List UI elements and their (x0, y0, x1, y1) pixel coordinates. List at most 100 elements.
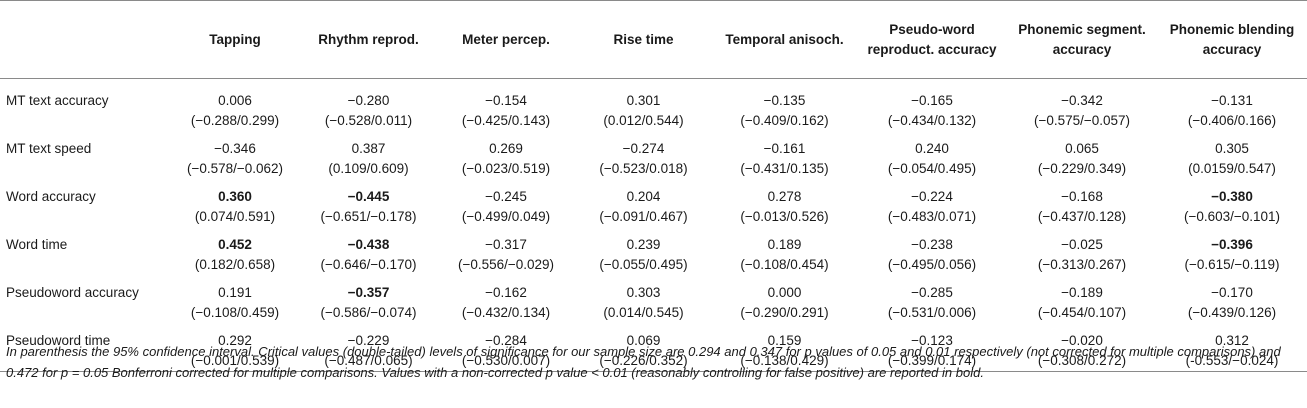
confidence-interval: (−0.434/0.132) (887, 113, 977, 128)
correlation-value: −0.284 (485, 333, 527, 348)
correlation-value: −0.168 (1061, 189, 1103, 204)
correlation-value: −0.357 (347, 285, 390, 300)
row-label: Word accuracy (6, 189, 96, 204)
column-header: Temporal anisoch. (712, 0, 857, 79)
correlation-value: 0.000 (767, 285, 802, 300)
correlation-value: 0.301 (626, 93, 661, 108)
correlation-table: Tapping Rhythm reprod. Meter percep. Rise t… (0, 0, 1307, 372)
confidence-interval: (−0.499/0.049) (461, 209, 551, 224)
correlation-value: −0.123 (911, 333, 953, 348)
correlation-value: −0.161 (763, 141, 806, 156)
confidence-interval: (−0.001/0.539) (190, 353, 280, 368)
correlation-value: 0.191 (218, 285, 252, 300)
table-cell: 0.305 (0.0159/0.547) (1157, 131, 1307, 179)
row-label: MT text speed (6, 141, 92, 156)
table-row: Word time 0.452 (0.182/0.658) −0.438 (−0.646… (0, 227, 1307, 275)
correlation-value: −0.020 (1061, 333, 1103, 348)
confidence-interval: (−0.530/0.007) (461, 353, 551, 368)
confidence-interval: (−0.399/0.174) (887, 353, 977, 368)
correlation-value: −0.285 (911, 285, 953, 300)
confidence-interval: (0.014/0.545) (603, 305, 684, 320)
table-cell: 0.292 (−0.001/0.539) (170, 323, 300, 372)
correlation-value: 0.006 (218, 93, 252, 108)
table-cell: −0.285 (−0.531/0.006) (857, 275, 1007, 323)
row-label: Pseudoword time (0, 323, 170, 372)
table-cell: −0.135 (−0.409/0.162) (712, 79, 857, 132)
table-cell: 0.452 (0.182/0.658) (170, 227, 300, 275)
table-cell: 0.239 (−0.055/0.495) (575, 227, 712, 275)
table-body: MT text accuracy 0.006 (−0.288/0.299) −0.28… (0, 79, 1307, 372)
table-cell: −0.357 (−0.586/−0.074) (300, 275, 437, 323)
table-cell: 0.159 (−0.138/0.429) (712, 323, 857, 372)
table-cell: −0.170 (−0.439/0.126) (1157, 275, 1307, 323)
correlation-value: −0.396 (1211, 237, 1253, 252)
confidence-interval: (−0.487/0.065) (324, 353, 413, 368)
correlation-value: 0.069 (626, 333, 661, 348)
table-header: Tapping Rhythm reprod. Meter percep. Rise t… (0, 0, 1307, 79)
correlation-value: 0.269 (489, 141, 523, 156)
table-cell: −0.238 (−0.495/0.056) (857, 227, 1007, 275)
table-cell: −0.380 (−0.603/−0.101) (1157, 179, 1307, 227)
row-label: Word time (6, 237, 68, 252)
table-cell: −0.161 (−0.431/0.135) (712, 131, 857, 179)
confidence-interval: (−0.226/0.352) (599, 353, 688, 368)
confidence-interval: (−0.409/0.162) (740, 113, 829, 128)
header-cell-blank (0, 0, 170, 79)
column-header: Meter percep. (437, 0, 575, 79)
table-cell: 0.269 (−0.023/0.519) (437, 131, 575, 179)
table-cell: 0.006 (−0.288/0.299) (170, 79, 300, 132)
confidence-interval: (0.182/0.658) (194, 257, 276, 272)
table-cell: −0.342 (−0.575/−0.057) (1007, 79, 1157, 132)
table-cell: −0.245 (−0.499/0.049) (437, 179, 575, 227)
table-row: MT text accuracy 0.006 (−0.288/0.299) −0.28… (0, 79, 1307, 132)
table-cell: −0.162 (−0.432/0.134) (437, 275, 575, 323)
correlation-value: −0.380 (1211, 189, 1253, 204)
correlation-value: 0.303 (626, 285, 661, 300)
confidence-interval: (−0.437/0.128) (1037, 209, 1127, 224)
confidence-interval: (0.012/0.544) (603, 113, 684, 128)
table-cell: 0.240 (−0.054/0.495) (857, 131, 1007, 179)
correlation-value: −0.131 (1211, 93, 1253, 108)
column-header: Phonemic blending accuracy (1157, 0, 1307, 79)
confidence-interval: (−0.406/0.166) (1187, 113, 1277, 128)
correlation-value: −0.162 (485, 285, 527, 300)
confidence-interval: (−0.108/0.454) (740, 257, 829, 272)
correlation-value: −0.346 (214, 141, 256, 156)
confidence-interval: (−0.495/0.056) (887, 257, 977, 272)
confidence-interval: (−0.108/0.459) (190, 305, 280, 320)
table-cell: −0.346 (−0.578/−0.062) (170, 131, 300, 179)
table-footnote: In parenthesis the 95% confidence interv… (6, 344, 1281, 380)
correlation-value: −0.135 (763, 93, 806, 108)
table-cell: −0.274 (−0.523/0.018) (575, 131, 712, 179)
confidence-interval: (−0.483/0.071) (887, 209, 977, 224)
correlation-value: −0.224 (911, 189, 953, 204)
column-header: Tapping (170, 0, 300, 79)
confidence-interval: (−0.578/−0.062) (186, 161, 284, 176)
confidence-interval: (−0.531/0.006) (887, 305, 977, 320)
table-cell: −0.280 (−0.528/0.011) (300, 79, 437, 132)
table-cell: −0.154 (−0.425/0.143) (437, 79, 575, 132)
table-cell: −0.284 (−0.530/0.007) (437, 323, 575, 372)
correlation-value: −0.317 (485, 237, 527, 252)
table-cell: 0.191 (−0.108/0.459) (170, 275, 300, 323)
table-cell: 0.312 (-0.553/−0.024) (1157, 323, 1307, 372)
correlation-value: −0.280 (347, 93, 390, 108)
confidence-interval: (−0.575/−0.057) (1033, 113, 1131, 128)
confidence-interval: (−0.055/0.495) (599, 257, 688, 272)
table-cell: 0.303 (0.014/0.545) (575, 275, 712, 323)
table-cell: −0.025 (−0.313/0.267) (1007, 227, 1157, 275)
correlation-value: −0.154 (485, 93, 527, 108)
correlation-value: 0.292 (218, 333, 252, 348)
correlation-value: 0.278 (767, 189, 802, 204)
confidence-interval: (−0.431/0.135) (740, 161, 829, 176)
table-cell: 0.278 (−0.013/0.526) (712, 179, 857, 227)
confidence-interval: (−0.091/0.467) (599, 209, 688, 224)
confidence-interval: (0.109/0.609) (328, 161, 409, 176)
table-cell: 0.204 (−0.091/0.467) (575, 179, 712, 227)
table-cell: 0.069 (−0.226/0.352) (575, 323, 712, 372)
table-cell: −0.317 (−0.556/−0.029) (437, 227, 575, 275)
table-cell: −0.020 (−0.308/0.272) (1007, 323, 1157, 372)
confidence-interval: (−0.229/0.349) (1037, 161, 1127, 176)
correlation-value: −0.445 (347, 189, 390, 204)
